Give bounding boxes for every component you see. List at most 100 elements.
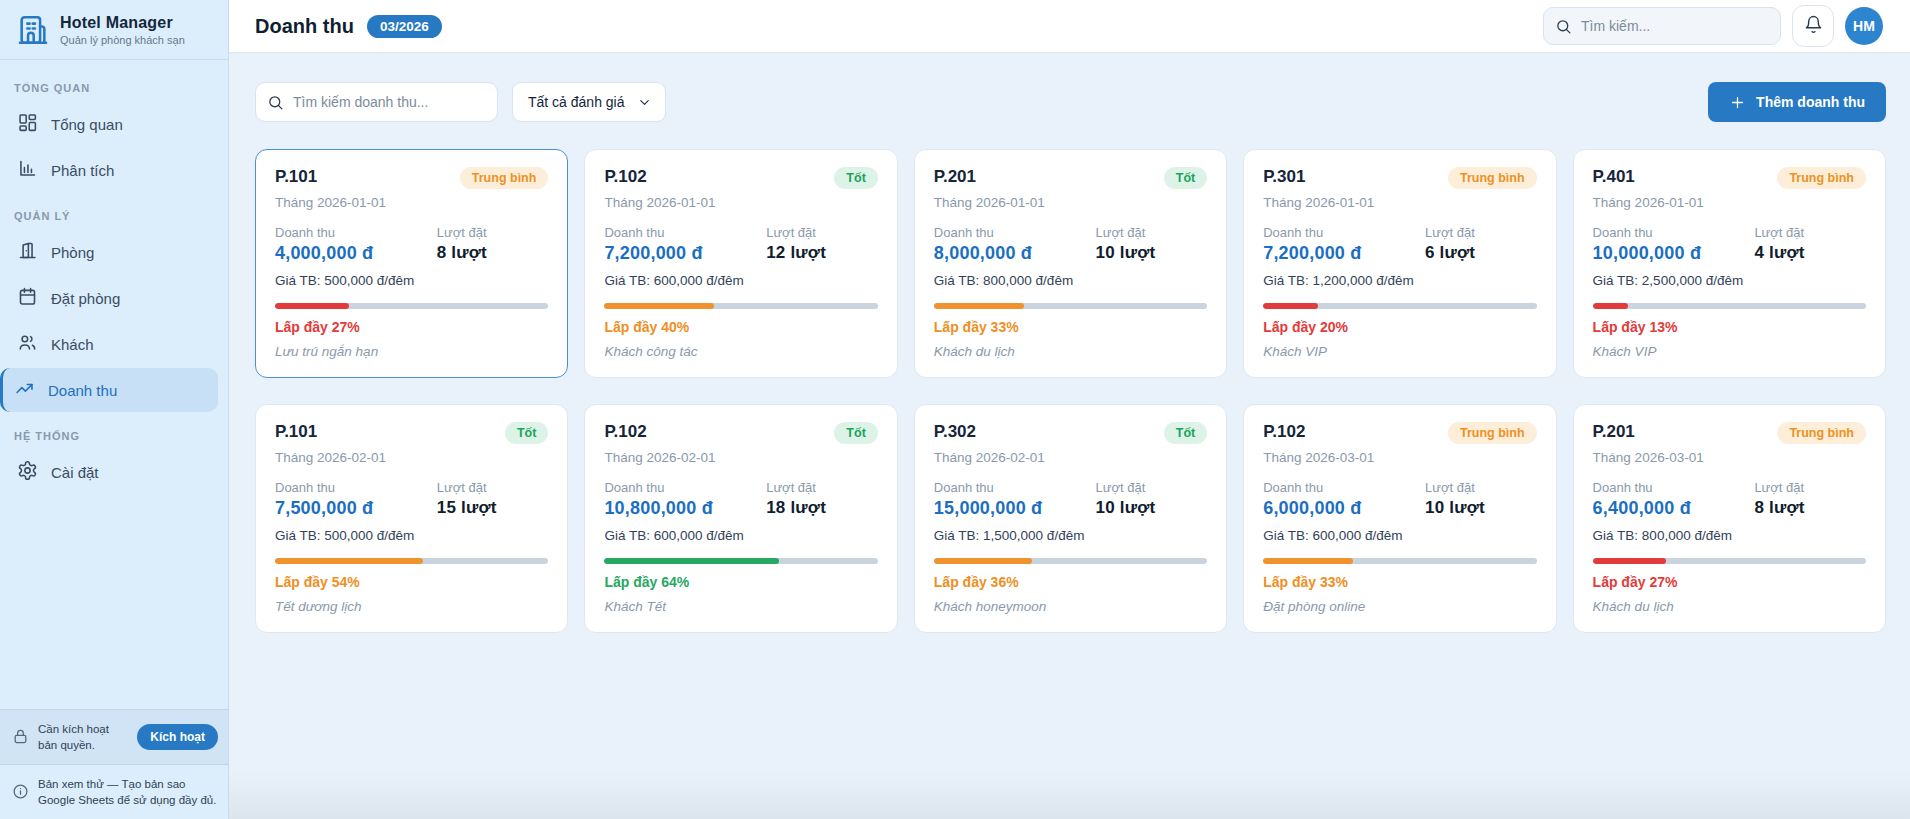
card-note: Đặt phòng online bbox=[1263, 599, 1536, 614]
activate-button[interactable]: Kích hoạt bbox=[137, 724, 218, 750]
card-note: Khách công tác bbox=[604, 344, 877, 359]
card-head: P.102 Trung bình bbox=[1263, 422, 1536, 444]
card-stats: Doanh thu 15,000,000 đ Lượt đặt 10 lượt bbox=[934, 480, 1207, 519]
sidebar-item-label: Tổng quan bbox=[51, 116, 123, 133]
rating-badge: Trung bình bbox=[1448, 422, 1537, 444]
lock-icon bbox=[12, 728, 29, 745]
revenue-card[interactable]: P.102 Tốt Tháng 2026-01-01 Doanh thu 7,2… bbox=[584, 149, 897, 378]
rating-filter-select[interactable]: Tất cả đánh giá bbox=[512, 82, 666, 122]
sidebar: Hotel Manager Quản lý phòng khách sạn TỔ… bbox=[0, 0, 229, 819]
card-head: P.102 Tốt bbox=[604, 167, 877, 189]
rating-badge: Tốt bbox=[505, 422, 548, 444]
occupancy-progress-track bbox=[604, 558, 877, 564]
occupancy-label: Lấp đầy 54% bbox=[275, 574, 548, 590]
nav-section-label: HỆ THỐNG bbox=[14, 430, 218, 442]
bookings-stat: Lượt đặt 4 lượt bbox=[1754, 225, 1866, 264]
occupancy-progress-track bbox=[934, 558, 1207, 564]
revenue-card[interactable]: P.301 Trung bình Tháng 2026-01-01 Doanh … bbox=[1243, 149, 1556, 378]
card-head: P.101 Trung bình bbox=[275, 167, 548, 189]
occupancy-progress-fill bbox=[604, 558, 779, 564]
sidebar-item-bookings[interactable]: Đặt phòng bbox=[0, 276, 218, 320]
global-search[interactable] bbox=[1543, 7, 1781, 45]
bookings-value: 4 lượt bbox=[1754, 243, 1866, 263]
bookings-value: 8 lượt bbox=[1754, 498, 1866, 518]
sidebar-item-settings[interactable]: Cài đặt bbox=[0, 450, 218, 494]
revenue-label: Doanh thu bbox=[604, 480, 766, 495]
card-head: P.401 Trung bình bbox=[1593, 167, 1866, 189]
card-head: P.201 Trung bình bbox=[1593, 422, 1866, 444]
card-head: P.201 Tốt bbox=[934, 167, 1207, 189]
revenue-label: Doanh thu bbox=[1593, 480, 1755, 495]
topbar: Doanh thu 03/2026 HM bbox=[229, 0, 1910, 53]
bookings-stat: Lượt đặt 15 lượt bbox=[437, 480, 549, 519]
bell-icon bbox=[1804, 15, 1823, 37]
revenue-label: Doanh thu bbox=[1263, 225, 1425, 240]
revenue-label: Doanh thu bbox=[1593, 225, 1755, 240]
sidebar-nav: TỔNG QUANTổng quanPhân tíchQUẢN LÝPhòngĐ… bbox=[0, 60, 228, 709]
revenue-label: Doanh thu bbox=[604, 225, 766, 240]
hotel-logo-icon bbox=[16, 13, 50, 47]
bookings-value: 18 lượt bbox=[766, 498, 878, 518]
revenue-stat: Doanh thu 8,000,000 đ bbox=[934, 225, 1096, 264]
bookings-value: 10 lượt bbox=[1096, 498, 1208, 518]
occupancy-progress-fill bbox=[934, 303, 1024, 309]
rating-filter-value: Tất cả đánh giá bbox=[528, 94, 625, 110]
revenue-card[interactable]: P.101 Trung bình Tháng 2026-01-01 Doanh … bbox=[255, 149, 568, 378]
room-title: P.101 bbox=[275, 167, 317, 187]
revenue-card[interactable]: P.201 Tốt Tháng 2026-01-01 Doanh thu 8,0… bbox=[914, 149, 1227, 378]
sidebar-bottom: Cần kích hoạt bản quyền. Kích hoạt Bản x… bbox=[0, 709, 228, 819]
revenue-search-input[interactable] bbox=[293, 94, 486, 110]
sidebar-item-rooms[interactable]: Phòng bbox=[0, 230, 218, 274]
bookings-label: Lượt đặt bbox=[1425, 480, 1537, 495]
add-revenue-button[interactable]: Thêm doanh thu bbox=[1708, 82, 1886, 122]
card-head: P.102 Tốt bbox=[604, 422, 877, 444]
occupancy-progress-fill bbox=[934, 558, 1032, 564]
global-search-input[interactable] bbox=[1581, 18, 1769, 34]
page-title: Doanh thu bbox=[255, 15, 354, 38]
revenue-value: 7,500,000 đ bbox=[275, 498, 437, 519]
rating-badge: Trung bình bbox=[1777, 167, 1866, 189]
bookings-stat: Lượt đặt 8 lượt bbox=[437, 225, 549, 264]
card-month: Tháng 2026-01-01 bbox=[934, 195, 1207, 210]
sidebar-item-label: Doanh thu bbox=[48, 382, 117, 399]
sidebar-item-revenue[interactable]: Doanh thu bbox=[0, 368, 218, 412]
card-note: Khách du lịch bbox=[934, 344, 1207, 359]
card-note: Khách du lịch bbox=[1593, 599, 1866, 614]
occupancy-progress-track bbox=[934, 303, 1207, 309]
revenue-card[interactable]: P.102 Tốt Tháng 2026-02-01 Doanh thu 10,… bbox=[584, 404, 897, 633]
occupancy-progress-fill bbox=[604, 303, 713, 309]
revenue-card[interactable]: P.401 Trung bình Tháng 2026-01-01 Doanh … bbox=[1573, 149, 1886, 378]
revenue-card[interactable]: P.201 Trung bình Tháng 2026-03-01 Doanh … bbox=[1573, 404, 1886, 633]
revenue-value: 4,000,000 đ bbox=[275, 243, 437, 264]
revenue-value: 8,000,000 đ bbox=[934, 243, 1096, 264]
room-title: P.401 bbox=[1593, 167, 1635, 187]
card-stats: Doanh thu 7,500,000 đ Lượt đặt 15 lượt bbox=[275, 480, 548, 519]
avg-price: Giá TB: 600,000 đ/đêm bbox=[604, 273, 877, 288]
bookings-stat: Lượt đặt 10 lượt bbox=[1096, 480, 1208, 519]
occupancy-progress-track bbox=[275, 303, 548, 309]
sidebar-item-guests[interactable]: Khách bbox=[0, 322, 218, 366]
revenue-search[interactable] bbox=[255, 82, 498, 122]
revenue-card[interactable]: P.101 Tốt Tháng 2026-02-01 Doanh thu 7,5… bbox=[255, 404, 568, 633]
bookings-label: Lượt đặt bbox=[1425, 225, 1537, 240]
revenue-label: Doanh thu bbox=[1263, 480, 1425, 495]
occupancy-label: Lấp đầy 27% bbox=[1593, 574, 1866, 590]
main-area: Doanh thu 03/2026 HM bbox=[229, 0, 1910, 819]
revenue-value: 10,800,000 đ bbox=[604, 498, 766, 519]
rating-badge: Tốt bbox=[1164, 167, 1207, 189]
sidebar-item-overview[interactable]: Tổng quan bbox=[0, 102, 218, 146]
occupancy-progress-fill bbox=[1263, 303, 1318, 309]
revenue-card[interactable]: P.302 Tốt Tháng 2026-02-01 Doanh thu 15,… bbox=[914, 404, 1227, 633]
sidebar-item-analytics[interactable]: Phân tích bbox=[0, 148, 218, 192]
notifications-button[interactable] bbox=[1792, 5, 1834, 47]
avatar[interactable]: HM bbox=[1845, 7, 1883, 45]
card-stats: Doanh thu 6,000,000 đ Lượt đặt 10 lượt bbox=[1263, 480, 1536, 519]
occupancy-label: Lấp đầy 40% bbox=[604, 319, 877, 335]
revenue-card[interactable]: P.102 Trung bình Tháng 2026-03-01 Doanh … bbox=[1243, 404, 1556, 633]
room-title: P.301 bbox=[1263, 167, 1305, 187]
revenue-label: Doanh thu bbox=[934, 225, 1096, 240]
bookings-label: Lượt đặt bbox=[437, 480, 549, 495]
revenue-stat: Doanh thu 7,500,000 đ bbox=[275, 480, 437, 519]
occupancy-progress-fill bbox=[275, 303, 349, 309]
card-head: P.301 Trung bình bbox=[1263, 167, 1536, 189]
